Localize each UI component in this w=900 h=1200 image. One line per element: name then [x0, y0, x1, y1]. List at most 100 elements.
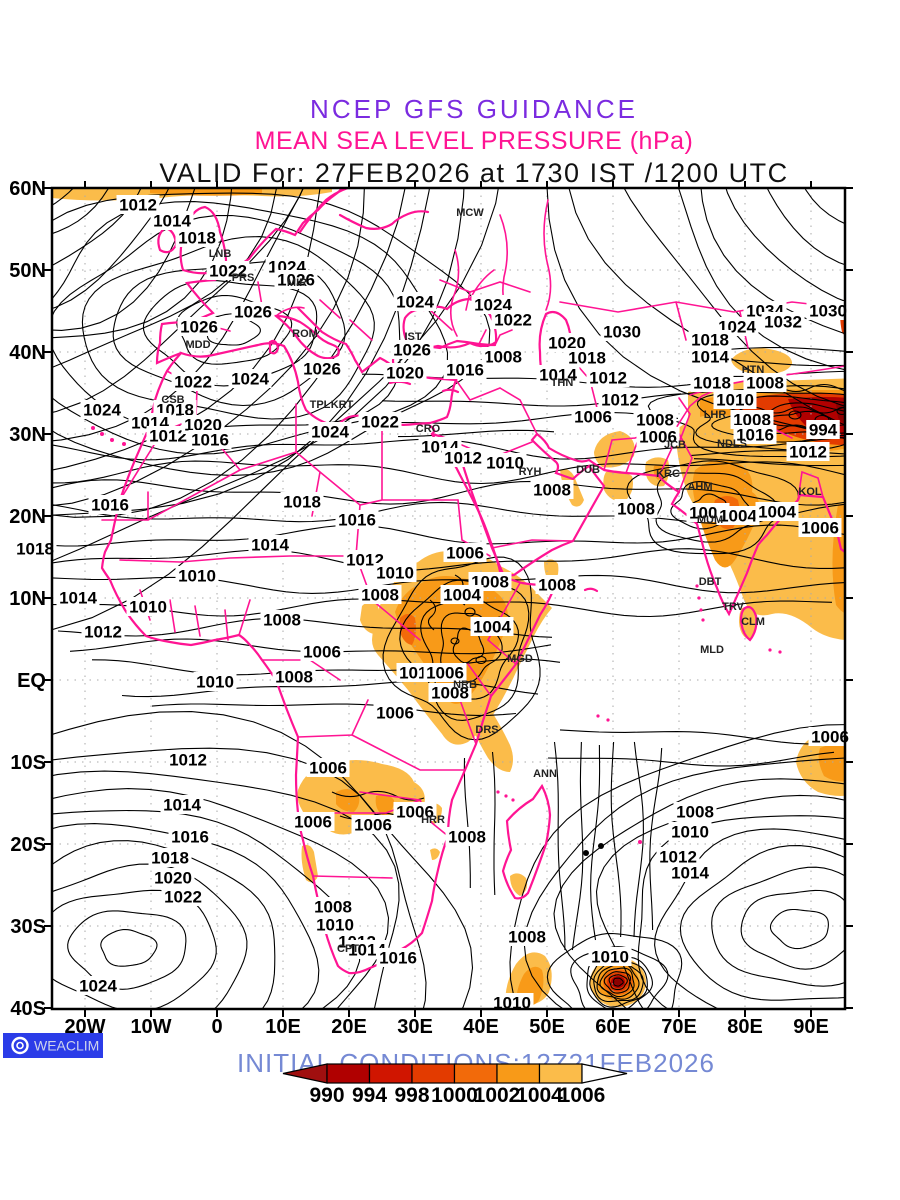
isobar-ring [608, 974, 628, 990]
city-label: CRO [416, 423, 441, 435]
isobar-ring [142, 279, 318, 387]
contour-label: 1026 [393, 341, 431, 360]
lon-tick-label: 80E [727, 1016, 763, 1038]
contour-label-box [688, 347, 732, 366]
contour-label: 1012 [589, 369, 627, 388]
contour-label-box [733, 425, 777, 444]
contour-label: 1024 [474, 296, 512, 315]
coast-baltic [298, 188, 430, 234]
lat-tick-label: 30N [9, 424, 46, 446]
city-label: TRV [722, 601, 744, 613]
isobar-ring [769, 908, 829, 950]
contour-label: 1018 [178, 229, 216, 248]
island-sardinia [268, 339, 280, 355]
lon-tick-label: 60E [595, 1016, 631, 1038]
contour-label: 1008 [275, 668, 313, 687]
isobar-line [571, 741, 584, 951]
city-label: ANN [533, 768, 557, 780]
contour-label: 1012 [149, 427, 187, 446]
contour-label-box [393, 292, 437, 311]
isobar-line [52, 460, 845, 485]
contour-label: 1026 [277, 271, 315, 290]
contour-label: 1020 [386, 364, 424, 383]
contour-label-box [80, 400, 124, 419]
isobar-line [52, 501, 845, 525]
contour-label-box [798, 518, 842, 537]
contour-label: 1012 [84, 623, 122, 642]
city-label: DRS [475, 724, 498, 736]
city-label: JCB [664, 439, 686, 451]
isobar-ring [100, 929, 158, 967]
contour-label: 1016 [338, 511, 376, 530]
isobar-ring [52, 711, 474, 1009]
contour-label-box [291, 812, 335, 831]
contour-label-box [571, 407, 615, 426]
logo-text: WEACLIM [34, 1038, 99, 1054]
isobar-ring [725, 188, 845, 302]
contour-label: 1006 [639, 428, 677, 447]
contour-label: 1026 [180, 318, 218, 337]
contour-label: 1012 [119, 196, 157, 215]
contour-label-box [505, 927, 549, 946]
contour-label-box [383, 363, 427, 382]
contour-label: 1018 [151, 849, 189, 868]
isobar-line [547, 751, 835, 767]
contour-label-box [148, 848, 192, 867]
lon-tick-label: 20E [331, 1016, 367, 1038]
contour-label: 1012 [789, 443, 827, 462]
contour-label-box [470, 617, 514, 636]
contour-label: 1018 [16, 540, 54, 559]
isobar-line [559, 729, 834, 745]
borders-north-africa [101, 370, 459, 521]
isobar-ring [740, 889, 845, 970]
contour-label: 1010 [716, 391, 754, 410]
contour-label: 1006 [426, 664, 464, 683]
weaclim-logo: WEACLIM [3, 1033, 103, 1058]
isobar-ring [52, 188, 305, 442]
contour-label: 1006 [446, 544, 484, 563]
isobar-ring [766, 188, 845, 266]
contour-label: 1014 [251, 536, 289, 555]
isobar-ring [824, 40, 900, 223]
isobar-ring [382, 556, 541, 741]
contour-label-box [376, 948, 420, 967]
contour-label-box [565, 348, 609, 367]
city-label: KRC [656, 468, 680, 480]
isobar-ring [52, 188, 110, 235]
contour-label-box [441, 448, 485, 467]
lon-tick-label: 50E [529, 1016, 565, 1038]
contour-label: 1008 [538, 576, 576, 595]
contour-label: 1004 [719, 507, 757, 526]
island-dots-black [583, 843, 604, 856]
colorbar-segment [326, 1063, 371, 1084]
logo-circle-icon [11, 1036, 29, 1055]
colorbar-segment [538, 1063, 583, 1084]
colorbar-tick-label: 1006 [559, 1084, 606, 1107]
contour-label: 1016 [446, 361, 484, 380]
contour-label-box [656, 847, 700, 866]
contour-label-box [443, 360, 487, 379]
contour-label-box [13, 539, 57, 558]
contour-label-box [688, 330, 732, 349]
isobar-ring [613, 977, 624, 987]
contour-label-box [614, 499, 658, 518]
isobar-ring [599, 967, 635, 998]
contour-label: 1006 [303, 643, 341, 662]
contour-label: 1006 [801, 519, 839, 538]
contour-label: 1024 [396, 293, 434, 312]
contour-label: 1008 [431, 684, 469, 703]
contour-label-box [160, 795, 204, 814]
borders-horn [459, 582, 521, 745]
contour-label: 1004 [473, 618, 511, 637]
lat-tick-label: 30S [10, 916, 46, 938]
contour-label-box [808, 727, 852, 746]
isobar-line [52, 524, 845, 547]
isobar-ring [695, 391, 845, 451]
lon-tick-label: 10E [265, 1016, 301, 1038]
contour-label: 1010 [129, 598, 167, 617]
contour-label-box [272, 667, 316, 686]
contour-label-box [300, 642, 344, 661]
contour-label-box [231, 302, 275, 321]
isobar-ring [52, 188, 170, 309]
contour-label-box [206, 261, 250, 280]
